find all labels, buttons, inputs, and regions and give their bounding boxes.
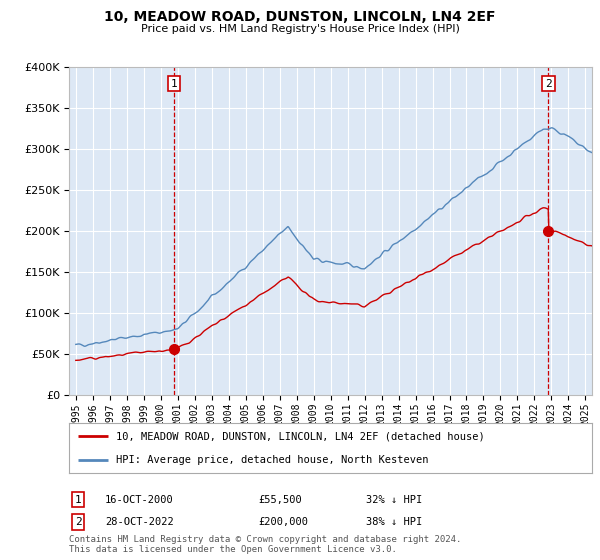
- Text: 2: 2: [545, 78, 552, 88]
- Text: 10, MEADOW ROAD, DUNSTON, LINCOLN, LN4 2EF (detached house): 10, MEADOW ROAD, DUNSTON, LINCOLN, LN4 2…: [116, 431, 485, 441]
- Text: Contains HM Land Registry data © Crown copyright and database right 2024.: Contains HM Land Registry data © Crown c…: [69, 535, 461, 544]
- Text: 32% ↓ HPI: 32% ↓ HPI: [366, 494, 422, 505]
- Text: This data is licensed under the Open Government Licence v3.0.: This data is licensed under the Open Gov…: [69, 545, 397, 554]
- Text: HPI: Average price, detached house, North Kesteven: HPI: Average price, detached house, Nort…: [116, 455, 428, 465]
- Text: 1: 1: [74, 494, 82, 505]
- Text: 28-OCT-2022: 28-OCT-2022: [105, 517, 174, 527]
- Text: 38% ↓ HPI: 38% ↓ HPI: [366, 517, 422, 527]
- Text: 1: 1: [171, 78, 178, 88]
- Text: £55,500: £55,500: [258, 494, 302, 505]
- Text: 16-OCT-2000: 16-OCT-2000: [105, 494, 174, 505]
- Text: 10, MEADOW ROAD, DUNSTON, LINCOLN, LN4 2EF: 10, MEADOW ROAD, DUNSTON, LINCOLN, LN4 2…: [104, 10, 496, 24]
- Text: £200,000: £200,000: [258, 517, 308, 527]
- Text: Price paid vs. HM Land Registry's House Price Index (HPI): Price paid vs. HM Land Registry's House …: [140, 24, 460, 34]
- Text: 2: 2: [74, 517, 82, 527]
